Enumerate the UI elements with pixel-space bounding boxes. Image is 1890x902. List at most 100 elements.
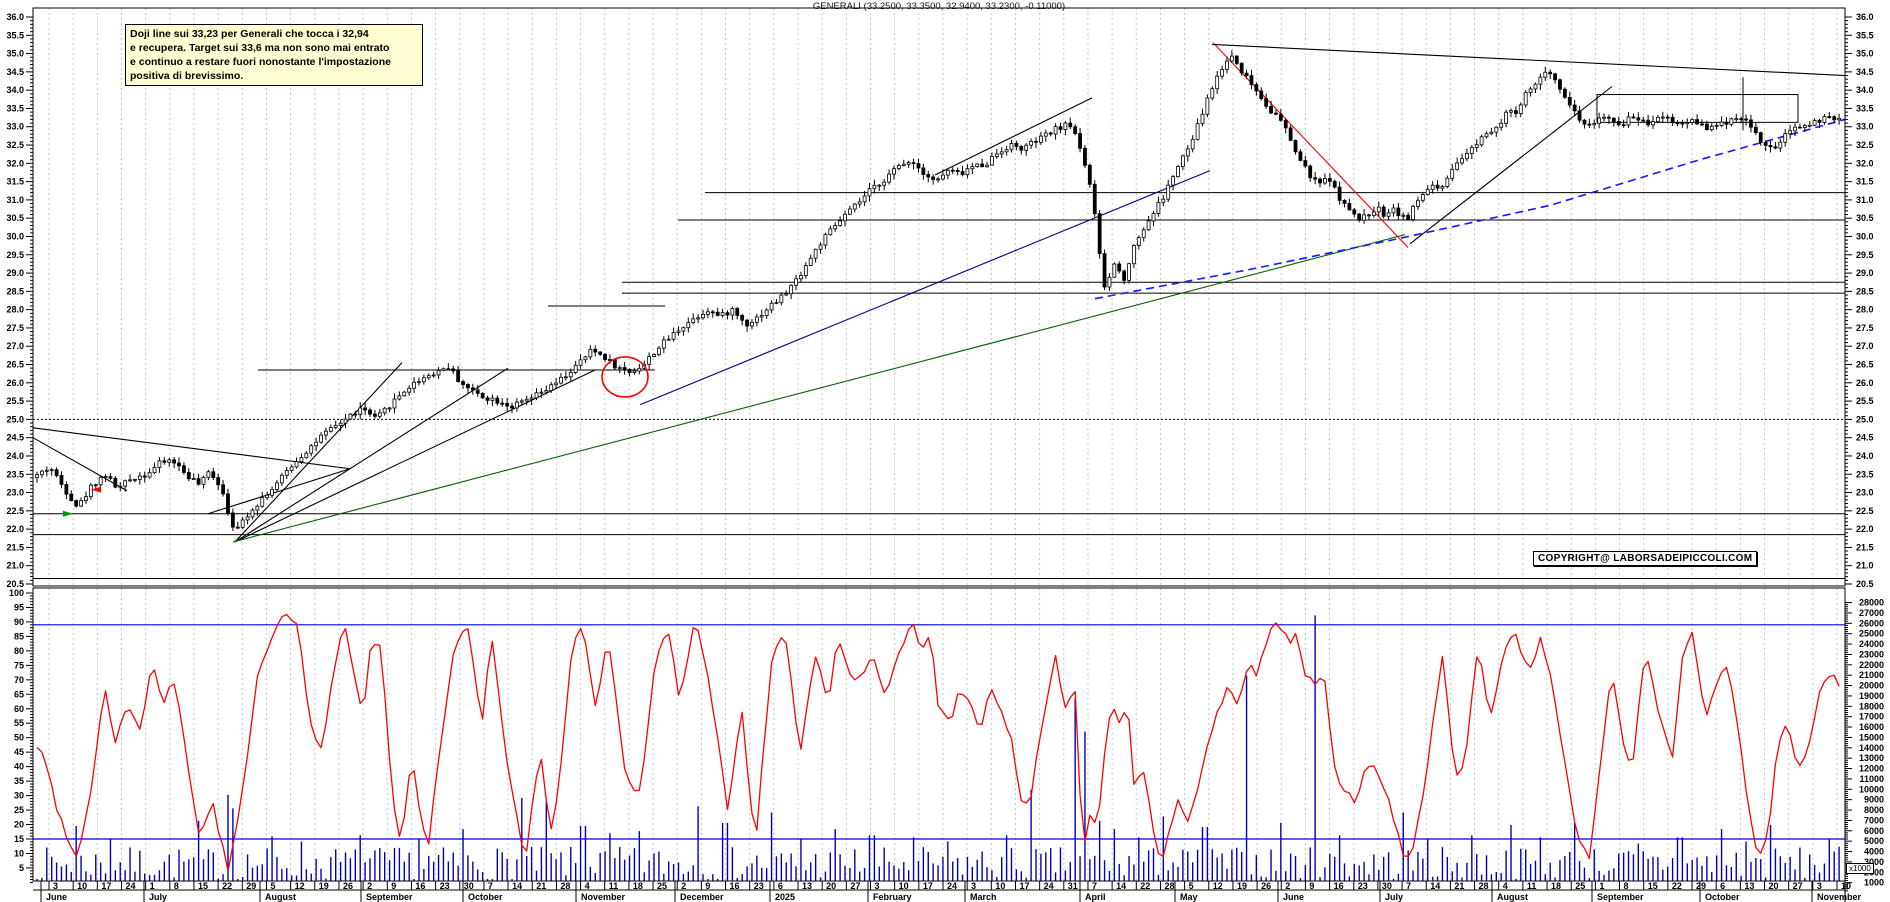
axis-label: 34.0 xyxy=(1856,85,1874,95)
month-label: July xyxy=(1385,892,1403,902)
week-day-label: 2 xyxy=(1285,881,1290,891)
oscillator-line xyxy=(36,613,1840,872)
trend-lines xyxy=(32,42,1846,543)
axis-label: 20000 xyxy=(1859,681,1884,691)
week-day-label: 12 xyxy=(1213,881,1223,891)
axis-label: 23.0 xyxy=(6,488,24,498)
axis-label: 32.5 xyxy=(1856,140,1874,150)
week-day-label: 25 xyxy=(657,881,667,891)
axis-label: 28.0 xyxy=(6,305,24,315)
axis-label: 45 xyxy=(14,747,24,757)
week-day-label: 3 xyxy=(53,881,58,891)
month-label: June xyxy=(1283,892,1304,902)
volume-unit-label: x1000 xyxy=(1846,863,1874,874)
month-label: February xyxy=(873,892,912,902)
axis-label: 29.5 xyxy=(1856,250,1874,260)
axes: 20.5 20.5 21.0 21.0 21.5 21.5 22.0 22.0 22.5 22.5… xyxy=(6,12,1884,892)
axis-label: 33.0 xyxy=(1856,122,1874,132)
axis-label: 34.5 xyxy=(6,67,24,77)
week-day-label: 11 xyxy=(1527,881,1537,891)
week-day-label: 4 xyxy=(1503,881,1508,891)
axis-label: 70 xyxy=(14,675,24,685)
axis-label: 30.5 xyxy=(6,213,24,223)
week-day-label: 13 xyxy=(1744,881,1754,891)
axis-label: 29.5 xyxy=(6,250,24,260)
price-panel-border xyxy=(32,7,1846,587)
axis-label: 29.0 xyxy=(1856,268,1874,278)
axis-label: 27000 xyxy=(1859,608,1884,618)
axis-label: 50 xyxy=(14,733,24,743)
axis-label: 31.5 xyxy=(6,177,24,187)
week-day-label: 21 xyxy=(536,881,546,891)
month-label: September xyxy=(1597,892,1644,902)
axis-label: 100 xyxy=(9,588,24,598)
week-day-label: 6 xyxy=(1720,881,1725,891)
week-day-label: 18 xyxy=(1551,881,1561,891)
indicator-panel-border xyxy=(32,587,1846,882)
week-day-label: 15 xyxy=(1648,881,1658,891)
axis-label: 23.5 xyxy=(1856,469,1874,479)
month-label: September xyxy=(366,892,413,902)
axis-label: 33.5 xyxy=(6,103,24,113)
axis-label: 15 xyxy=(14,834,24,844)
analyst-annotation-box[interactable]: Doji line sui 33,23 per Generali che toc… xyxy=(125,24,423,86)
axis-label: 15000 xyxy=(1859,732,1884,742)
axis-label: 24.0 xyxy=(1856,451,1874,461)
week-day-label: 17 xyxy=(101,881,111,891)
axis-label: 27.5 xyxy=(1856,323,1874,333)
axis-label: 20 xyxy=(14,820,24,830)
annotation-line: e recupera. Target sui 33,6 ma non sono … xyxy=(130,42,390,54)
month-label: November xyxy=(581,892,626,902)
axis-label: 35.5 xyxy=(1856,30,1874,40)
week-day-label: 26 xyxy=(343,881,353,891)
week-day-label: 16 xyxy=(730,881,740,891)
support-resistance-lines xyxy=(33,192,1845,580)
axis-label: 20.5 xyxy=(1856,579,1874,589)
axis-label: 22.5 xyxy=(1856,506,1874,516)
axis-label: 26.0 xyxy=(6,378,24,388)
axis-label: 25 xyxy=(14,805,24,815)
week-day-label: 17 xyxy=(923,881,933,891)
axis-label: 23.0 xyxy=(1856,488,1874,498)
axis-label: 22.0 xyxy=(6,524,24,534)
annotation-line: e continuo a restare fuori nonostante l'… xyxy=(130,56,391,68)
axis-label: 26.5 xyxy=(6,360,24,370)
week-day-label: 5 xyxy=(1189,881,1194,891)
axis-label: 17000 xyxy=(1859,712,1884,722)
week-day-label: 1 xyxy=(1599,881,1604,891)
axis-label: 6000 xyxy=(1864,826,1884,836)
week-day-label: 31 xyxy=(1068,881,1078,891)
week-day-label: 30 xyxy=(1382,881,1392,891)
month-label: October xyxy=(1705,892,1740,902)
week-day-label: 20 xyxy=(826,881,836,891)
axis-label: 29.0 xyxy=(6,268,24,278)
week-day-label: 2 xyxy=(681,881,686,891)
month-label: October xyxy=(468,892,503,902)
axis-label: 32.0 xyxy=(1856,158,1874,168)
axis-label: 11000 xyxy=(1859,774,1884,784)
week-day-label: 11 xyxy=(609,881,619,891)
month-label: March xyxy=(970,892,997,902)
month-label: May xyxy=(1180,892,1198,902)
week-day-label: 13 xyxy=(802,881,812,891)
axis-label: 40 xyxy=(14,762,24,772)
axis-label: 26.5 xyxy=(1856,360,1874,370)
week-day-label: 20 xyxy=(1769,881,1779,891)
axis-label: 13000 xyxy=(1859,753,1884,763)
week-day-label: 17 xyxy=(1019,881,1029,891)
month-label: April xyxy=(1085,892,1106,902)
week-day-label: 27 xyxy=(1793,881,1803,891)
axis-label: 21.5 xyxy=(6,542,24,552)
week-day-label: 7 xyxy=(1406,881,1411,891)
week-day-label: 14 xyxy=(1430,881,1440,891)
chart-title: GENERALI (33.2500, 33.3500, 32.9400, 33.… xyxy=(812,1,1066,12)
week-day-label: 7 xyxy=(1092,881,1097,891)
month-label: July xyxy=(149,892,167,902)
axis-label: 25.5 xyxy=(6,396,24,406)
month-label: June xyxy=(46,892,67,902)
week-day-label: 14 xyxy=(512,881,522,891)
axis-label: 32.0 xyxy=(6,158,24,168)
axis-label: 28.5 xyxy=(1856,286,1874,296)
